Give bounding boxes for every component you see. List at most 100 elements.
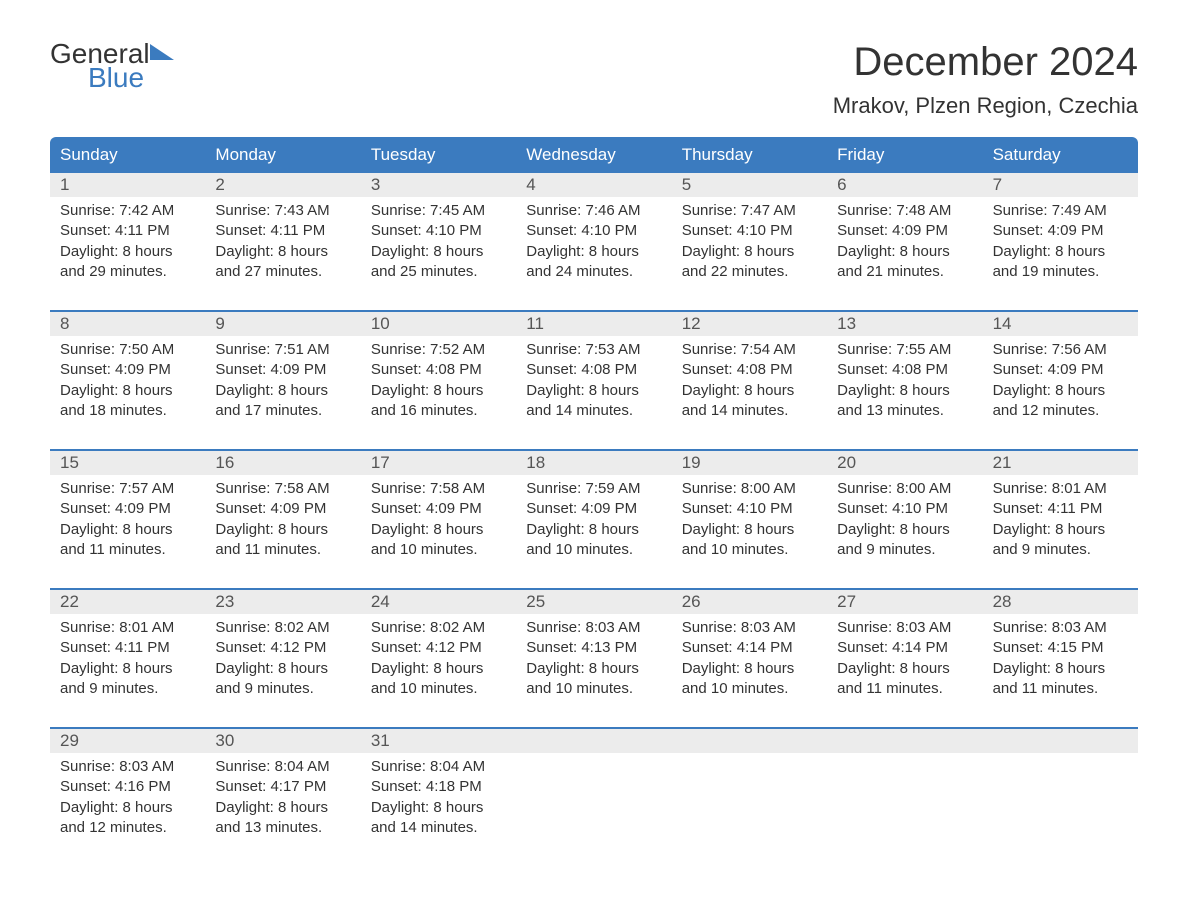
sunrise-line: Sunrise: 7:51 AM [215,340,350,360]
daylight-line-1: Daylight: 8 hours [526,242,661,262]
sunset-line: Sunset: 4:09 PM [371,499,506,519]
sunset-line: Sunset: 4:09 PM [993,360,1128,380]
sunset-line: Sunset: 4:08 PM [837,360,972,380]
sunset-line: Sunset: 4:11 PM [215,221,350,241]
sunset-line: Sunset: 4:10 PM [371,221,506,241]
sunset-line: Sunset: 4:16 PM [60,777,195,797]
week-block: 22232425262728Sunrise: 8:01 AMSunset: 4:… [50,588,1138,699]
sunrise-line: Sunrise: 7:46 AM [526,201,661,221]
daylight-line-1: Daylight: 8 hours [682,520,817,540]
day-cell: Sunrise: 8:03 AMSunset: 4:14 PMDaylight:… [827,614,982,699]
day-cell: Sunrise: 8:00 AMSunset: 4:10 PMDaylight:… [672,475,827,560]
daylight-line-1: Daylight: 8 hours [682,381,817,401]
daynum-row: 293031 [50,729,1138,753]
location-subtitle: Mrakov, Plzen Region, Czechia [833,93,1138,119]
day-cell: Sunrise: 8:01 AMSunset: 4:11 PMDaylight:… [50,614,205,699]
flag-icon [150,44,174,60]
day-cell: Sunrise: 7:50 AMSunset: 4:09 PMDaylight:… [50,336,205,421]
day-header: Thursday [672,137,827,173]
daylight-line-1: Daylight: 8 hours [215,798,350,818]
daylight-line-1: Daylight: 8 hours [60,659,195,679]
daynum-row: 891011121314 [50,312,1138,336]
daylight-line-1: Daylight: 8 hours [993,520,1128,540]
day-number: 19 [672,451,827,475]
day-cell: Sunrise: 8:04 AMSunset: 4:17 PMDaylight:… [205,753,360,838]
day-number: 26 [672,590,827,614]
calendar: SundayMondayTuesdayWednesdayThursdayFrid… [50,137,1138,838]
day-number: 21 [983,451,1138,475]
sunrise-line: Sunrise: 8:02 AM [215,618,350,638]
daylight-line-1: Daylight: 8 hours [682,659,817,679]
daylight-line-1: Daylight: 8 hours [371,242,506,262]
sunrise-line: Sunrise: 7:59 AM [526,479,661,499]
daylight-line-2: and 17 minutes. [215,401,350,421]
sunset-line: Sunset: 4:12 PM [215,638,350,658]
sunrise-line: Sunrise: 7:45 AM [371,201,506,221]
day-cell: Sunrise: 8:02 AMSunset: 4:12 PMDaylight:… [361,614,516,699]
day-number: 12 [672,312,827,336]
daylight-line-2: and 14 minutes. [526,401,661,421]
day-number: 6 [827,173,982,197]
sunset-line: Sunset: 4:08 PM [682,360,817,380]
day-header: Wednesday [516,137,671,173]
sunset-line: Sunset: 4:09 PM [215,499,350,519]
day-number: 10 [361,312,516,336]
daylight-line-1: Daylight: 8 hours [993,381,1128,401]
sunset-line: Sunset: 4:12 PM [371,638,506,658]
day-cell: Sunrise: 8:03 AMSunset: 4:13 PMDaylight:… [516,614,671,699]
daylight-line-2: and 9 minutes. [215,679,350,699]
daylight-line-1: Daylight: 8 hours [993,242,1128,262]
day-cell: Sunrise: 8:00 AMSunset: 4:10 PMDaylight:… [827,475,982,560]
sunset-line: Sunset: 4:08 PM [371,360,506,380]
sunrise-line: Sunrise: 7:42 AM [60,201,195,221]
sunrise-line: Sunrise: 8:00 AM [837,479,972,499]
day-number [827,729,982,753]
day-number: 11 [516,312,671,336]
sunrise-line: Sunrise: 7:57 AM [60,479,195,499]
daynum-row: 22232425262728 [50,590,1138,614]
day-number: 14 [983,312,1138,336]
day-number: 9 [205,312,360,336]
daylight-line-2: and 29 minutes. [60,262,195,282]
daylight-line-1: Daylight: 8 hours [682,242,817,262]
daylight-line-2: and 10 minutes. [682,540,817,560]
sunset-line: Sunset: 4:09 PM [837,221,972,241]
day-number: 15 [50,451,205,475]
day-cell: Sunrise: 8:03 AMSunset: 4:14 PMDaylight:… [672,614,827,699]
day-cell: Sunrise: 7:54 AMSunset: 4:08 PMDaylight:… [672,336,827,421]
title-block: December 2024 Mrakov, Plzen Region, Czec… [833,40,1138,119]
sunset-line: Sunset: 4:09 PM [215,360,350,380]
daylight-line-1: Daylight: 8 hours [371,381,506,401]
daylight-line-1: Daylight: 8 hours [526,520,661,540]
day-cell: Sunrise: 7:57 AMSunset: 4:09 PMDaylight:… [50,475,205,560]
daylight-line-2: and 10 minutes. [371,540,506,560]
daylight-line-1: Daylight: 8 hours [215,520,350,540]
day-number: 7 [983,173,1138,197]
day-number: 5 [672,173,827,197]
day-number: 8 [50,312,205,336]
sunrise-line: Sunrise: 7:49 AM [993,201,1128,221]
daylight-line-1: Daylight: 8 hours [993,659,1128,679]
daylight-line-2: and 9 minutes. [60,679,195,699]
day-number: 13 [827,312,982,336]
sunrise-line: Sunrise: 7:53 AM [526,340,661,360]
day-number: 28 [983,590,1138,614]
day-number: 23 [205,590,360,614]
sunrise-line: Sunrise: 7:50 AM [60,340,195,360]
daylight-line-2: and 12 minutes. [60,818,195,838]
day-cell: Sunrise: 7:47 AMSunset: 4:10 PMDaylight:… [672,197,827,282]
sunset-line: Sunset: 4:10 PM [682,221,817,241]
daylight-line-2: and 11 minutes. [215,540,350,560]
brand-logo: General Blue [50,40,174,92]
daylight-line-2: and 11 minutes. [993,679,1128,699]
sunset-line: Sunset: 4:13 PM [526,638,661,658]
day-cell: Sunrise: 7:42 AMSunset: 4:11 PMDaylight:… [50,197,205,282]
sunset-line: Sunset: 4:11 PM [60,638,195,658]
day-cell [672,753,827,838]
daynum-row: 1234567 [50,173,1138,197]
day-number: 24 [361,590,516,614]
day-body-row: Sunrise: 7:50 AMSunset: 4:09 PMDaylight:… [50,336,1138,421]
day-cell: Sunrise: 7:45 AMSunset: 4:10 PMDaylight:… [361,197,516,282]
week-block: 891011121314Sunrise: 7:50 AMSunset: 4:09… [50,310,1138,421]
sunset-line: Sunset: 4:08 PM [526,360,661,380]
